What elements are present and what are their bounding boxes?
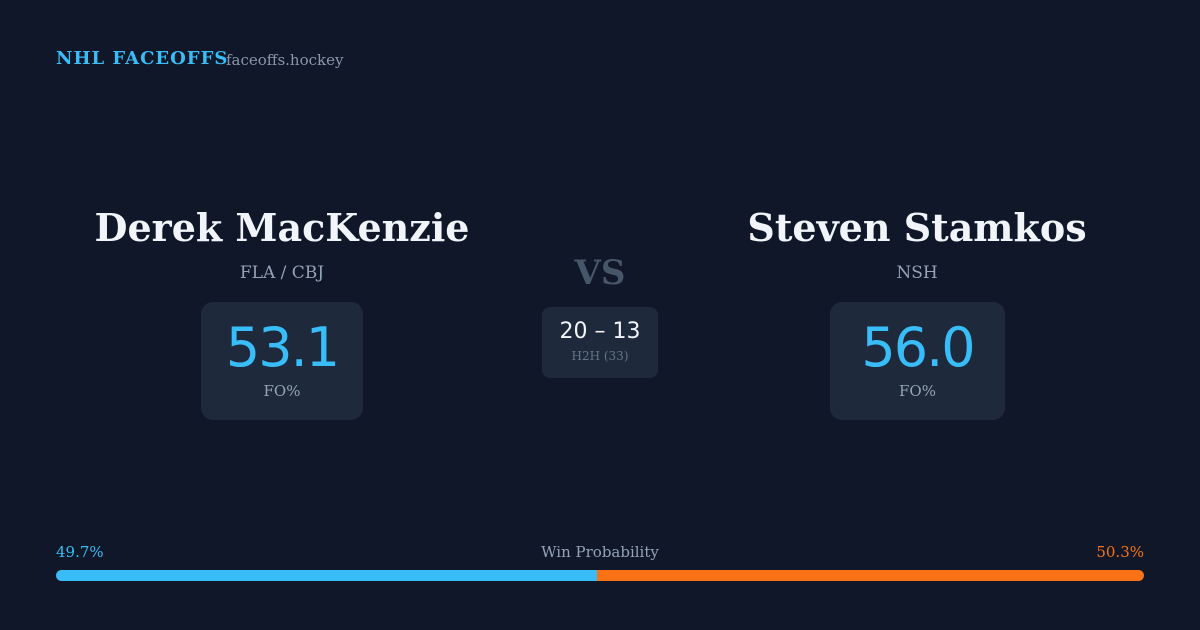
stat-card: 56.0 FO% xyxy=(830,302,1005,420)
win-prob-title: Win Probability xyxy=(541,543,659,561)
h2h-score: 20 – 13 xyxy=(559,319,641,344)
bar-right xyxy=(596,570,1144,581)
brand: NHL FACEOFFS xyxy=(56,48,229,69)
h2h-card: 20 – 13 H2H (33) xyxy=(542,307,658,378)
vs: VS xyxy=(574,253,626,293)
fo-value: 53.1 xyxy=(225,316,340,379)
fo-value: 56.0 xyxy=(861,316,975,379)
player-team: NSH xyxy=(896,263,938,283)
win-prob-left: 49.7% xyxy=(56,543,104,561)
win-prob-right: 50.3% xyxy=(1096,543,1144,561)
stat-card: 53.1 FO% xyxy=(201,302,363,420)
fo-label: FO% xyxy=(263,382,301,400)
player-name: Derek MacKenzie xyxy=(94,205,470,250)
win-prob-bar xyxy=(56,570,1144,581)
player-team: FLA / CBJ xyxy=(239,263,325,283)
player-name: Steven Stamkos xyxy=(747,205,1087,250)
fo-label: FO% xyxy=(899,382,936,400)
site: faceoffs.hockey xyxy=(226,51,344,69)
bar-left xyxy=(56,570,597,581)
h2h-label: H2H (33) xyxy=(571,349,629,363)
